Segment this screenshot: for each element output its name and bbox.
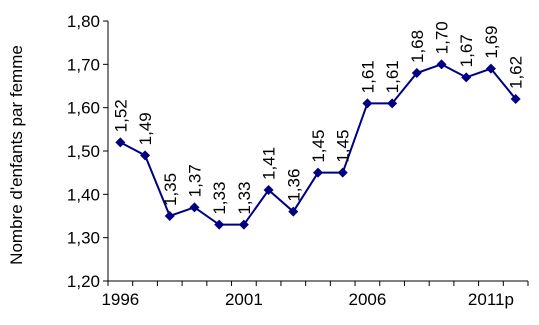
data-label: 1,61 bbox=[383, 60, 402, 93]
data-label: 1,37 bbox=[185, 164, 204, 197]
data-point bbox=[387, 98, 398, 109]
data-point bbox=[337, 167, 348, 178]
data-point bbox=[115, 137, 126, 148]
x-tick-label: 1996 bbox=[101, 290, 139, 309]
x-axis-ticks: 1996 2001 2006 2011p bbox=[101, 281, 529, 309]
data-label: 1,49 bbox=[136, 112, 155, 145]
y-tick-label: 1,50 bbox=[67, 142, 100, 161]
y-tick-label: 1,30 bbox=[67, 229, 100, 248]
data-point bbox=[140, 150, 151, 161]
data-point bbox=[485, 63, 496, 74]
data-label: 1,67 bbox=[457, 34, 476, 67]
data-point bbox=[362, 98, 373, 109]
data-point bbox=[238, 219, 249, 230]
data-point bbox=[164, 211, 175, 221]
data-label: 1,41 bbox=[260, 147, 279, 180]
data-label: 1,62 bbox=[507, 56, 526, 89]
data-point bbox=[288, 206, 299, 217]
data-label: 1,33 bbox=[235, 182, 254, 215]
data-point bbox=[263, 185, 274, 195]
data-point bbox=[461, 72, 472, 83]
data-label: 1,52 bbox=[111, 99, 130, 132]
y-axis-ticks: 1,20 1,30 1,40 1,50 1,60 1,70 1,80 bbox=[67, 12, 108, 291]
data-labels: 1,52 1,49 1,35 1,37 1,33 1,33 1,41 1,36 1,45 1,45… bbox=[111, 21, 525, 214]
data-point bbox=[510, 94, 521, 104]
y-tick-label: 1,60 bbox=[67, 99, 100, 118]
y-axis-title: Nombre d'enfants par femme bbox=[7, 45, 26, 265]
data-label: 1,61 bbox=[358, 60, 377, 93]
y-tick-label: 1,20 bbox=[67, 272, 100, 291]
y-tick-label: 1,80 bbox=[67, 12, 100, 31]
data-label: 1,68 bbox=[408, 30, 427, 63]
data-label: 1,70 bbox=[433, 21, 452, 54]
y-tick-label: 1,40 bbox=[67, 185, 100, 204]
data-point bbox=[214, 219, 225, 230]
data-point bbox=[313, 167, 323, 178]
data-label: 1,45 bbox=[309, 130, 328, 163]
x-tick-label: 2006 bbox=[348, 290, 386, 309]
data-label: 1,33 bbox=[210, 182, 229, 215]
data-label: 1,69 bbox=[482, 26, 501, 59]
data-label: 1,35 bbox=[161, 173, 180, 206]
data-point bbox=[436, 59, 447, 70]
data-point bbox=[189, 202, 200, 213]
y-tick-label: 1,70 bbox=[67, 55, 100, 74]
x-tick-label: 2001 bbox=[225, 290, 263, 309]
data-label: 1,36 bbox=[284, 169, 303, 202]
data-label: 1,45 bbox=[334, 130, 353, 163]
x-tick-label: 2011p bbox=[468, 290, 514, 309]
data-point bbox=[411, 68, 422, 78]
series-group bbox=[115, 59, 521, 230]
